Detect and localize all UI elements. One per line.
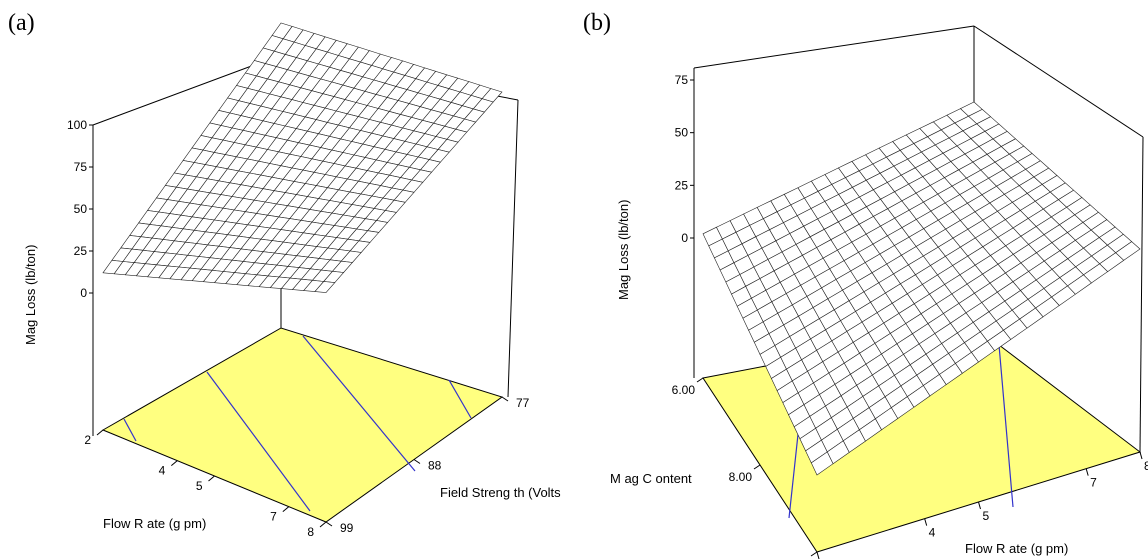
tick-mark	[816, 551, 820, 559]
panel-b-surface-mesh	[702, 101, 1141, 476]
panel-a-contour-line-2	[206, 371, 311, 512]
tick-label: 7	[1090, 476, 1097, 490]
tick-label: 7	[270, 510, 277, 524]
panel-a: (a) 0 25 50 75 100 Mag Loss (lb/ton) 2 4 5 7 8 F…	[8, 10, 561, 539]
tick-label: 4	[159, 464, 166, 478]
tick-label: 8	[1144, 459, 1148, 473]
tick-mark	[1139, 451, 1143, 460]
tick-mark	[1085, 468, 1089, 476]
panel-a-contour-line-4	[448, 379, 472, 419]
tick-mark	[208, 475, 215, 482]
tick-label: 77	[516, 396, 530, 410]
tick-mark	[696, 377, 704, 383]
panel-a-x-title: Flow R ate (g pm)	[103, 516, 206, 531]
tick-mark	[753, 464, 761, 470]
panel-b-contour-line-2	[998, 344, 1014, 508]
panel-a-contour-line-1	[123, 418, 137, 442]
z-tick-label: 0	[80, 286, 87, 300]
tick-mark	[282, 506, 290, 513]
tick-mark	[501, 396, 509, 402]
z-tick-label: 50	[74, 202, 88, 216]
tick-label: 4	[929, 526, 936, 540]
tick-mark	[978, 501, 981, 510]
tick-label: 8.00	[729, 470, 753, 484]
panel-a-z-title: Mag Loss (lb/ton)	[23, 245, 38, 345]
surface-cell	[314, 281, 336, 293]
panel-b-y-axis: 6.00 8.00 10.00	[672, 377, 818, 559]
tick-mark	[413, 459, 421, 464]
tick-label: 5	[196, 479, 203, 493]
panel-a-surface-mesh	[102, 22, 503, 293]
tick-mark	[810, 551, 818, 557]
z-tick-label: 75	[675, 73, 689, 87]
panel-a-x-axis: 2 4 5 7 8	[84, 429, 327, 539]
panel-b-z-title: Mag Loss (lb/ton)	[616, 200, 631, 300]
panel-a-label: (a)	[8, 10, 35, 36]
panel-a-box-edge	[507, 99, 519, 398]
tick-label: 8	[307, 525, 314, 539]
tick-mark	[96, 429, 104, 436]
z-tick-label: 0	[681, 231, 688, 245]
surface-cell	[1115, 241, 1141, 261]
tick-label: 2	[84, 433, 91, 447]
tick-label: 6.00	[672, 383, 696, 397]
panel-b-z-axis: 0 25 50 75	[675, 73, 694, 245]
z-tick-label: 50	[675, 126, 689, 140]
tick-mark	[319, 521, 327, 528]
tick-label: 10.00	[779, 557, 809, 559]
panel-b-box-edge	[973, 25, 1144, 138]
panel-b-x-title: Flow R ate (g pm)	[965, 541, 1068, 556]
panel-b-label: (b)	[583, 10, 611, 36]
panel-b-box-edge	[1139, 136, 1144, 453]
panel-b-y-title: M ag C ontent	[610, 471, 692, 486]
panel-a-contour-line-3	[302, 335, 416, 472]
tick-mark	[924, 518, 928, 526]
tick-label: 88	[428, 459, 442, 473]
tick-label: 99	[340, 521, 354, 535]
z-tick-label: 100	[67, 118, 87, 132]
panel-a-y-title: Field Streng th (Volts	[440, 485, 561, 500]
panel-b-box-edge	[693, 25, 975, 69]
z-tick-label: 25	[74, 244, 88, 258]
z-tick-label: 75	[74, 160, 88, 174]
tick-mark	[171, 460, 178, 467]
panel-a-y-axis: 77 88 99	[325, 396, 530, 535]
tick-mark	[325, 521, 333, 527]
tick-label: 5	[983, 509, 990, 523]
panel-a-z-axis: 0 25 50 75 100	[67, 118, 93, 300]
z-tick-label: 25	[675, 178, 689, 192]
